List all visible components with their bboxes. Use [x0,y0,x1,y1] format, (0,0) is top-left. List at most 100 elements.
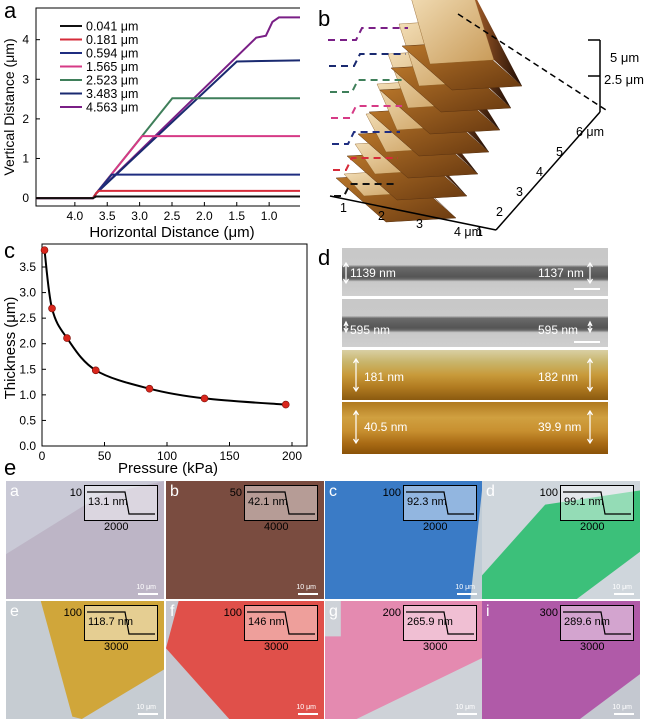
legend: 0.041 μm0.181 μm0.594 μm1.565 μm2.523 μm… [60,20,138,115]
optical-tile-f: f 146 nm 100 3000 10 μm [166,601,324,719]
y-axis-label: Vertical Distance (μm) [1,38,17,175]
inset-y-tick: 200 [382,607,401,619]
sem-image-2: 595 nm 595 nm [342,299,608,347]
step-height-value: 265.9 nm [407,616,453,628]
y-tick-label: 2 [22,112,29,126]
afm-2-right-value: 39.9 nm [538,420,582,434]
series-lines [36,16,300,200]
afm-layer-slope [475,0,522,86]
height-profile-chart: 4.0 3.5 3.0 2.5 2.0 1.5 1.0 0 1 2 3 4 0.041 μm0.18… [1,7,300,241]
profile-step [247,491,315,515]
series-line [36,97,300,200]
inset-x-tick: 2000 [104,521,129,533]
step-marker [329,53,406,67]
legend-label: 2.523 μm [86,74,138,88]
optical-tile-g: g 265.9 nm 200 3000 10 μm [325,601,483,719]
data-point [281,400,290,409]
profile-step [406,611,474,635]
scale-bar [574,288,600,290]
optical-tile-c: c 92.3 nm 100 2000 10 μm [325,481,483,599]
tile-letter: g [329,603,338,620]
y-tick-label: 4 [22,33,29,47]
afm-2-left-value: 40.5 nm [364,420,408,434]
inset-x-tick: 4000 [264,521,289,533]
inset-x-tick: 3000 [104,641,129,653]
data-point [48,304,56,313]
sem-image-1: 1139 nm 1137 nm [342,248,608,296]
y-tick-label: 1 [476,225,483,239]
x-axis-label: Horizontal Distance (μm) [89,224,254,241]
y-tick-label: 0.5 [19,413,36,427]
height-profile-inset: 92.3 nm [403,485,477,521]
profile-step [87,611,155,635]
afm-1-left-value: 181 nm [364,370,405,384]
y-tick-label: 1 [22,151,29,165]
scale-bar [574,341,600,343]
tile-letter: f [170,603,175,620]
y-tick-label: 5 [556,145,563,159]
x-tick-label: 2.5 [164,209,181,223]
scale-label: 10 μm [455,584,475,591]
step-height-value: 146 nm [248,616,285,628]
scale-bar [614,713,634,715]
scale-bar [614,593,634,595]
height-profile-inset: 13.1 nm [84,485,158,521]
inset-y-tick: 100 [223,607,242,619]
y-axis-ticks: 0.0 0.5 1.0 1.5 2.0 2.5 3.0 3.5 [19,260,46,453]
inset-y-tick: 10 [69,487,82,499]
panel-a-label: a [4,0,17,23]
legend-label: 3.483 μm [86,87,138,101]
panel-c-label: c [4,238,15,263]
data-point [91,366,100,375]
step-marker [334,183,396,197]
step-marker [328,27,408,41]
x-tick-label: 2.0 [196,209,213,223]
data-points [40,246,290,409]
height-profile-inset: 146 nm [244,605,318,641]
inset-x-tick: 3000 [264,641,289,653]
scale-label: 10 μm [455,704,475,711]
x-tick-label: 4 μm [454,225,482,239]
y-tick-label: 1.0 [19,388,36,402]
flake [325,481,483,599]
inset-y-tick: 100 [382,487,401,499]
height-profile-inset: 99.1 nm [560,485,634,521]
optical-tile-e: e 118.7 nm 100 3000 10 μm [6,601,164,719]
scale-bar [138,713,158,715]
x-tick-label: 100 [157,449,177,463]
legend-label: 0.594 μm [86,47,138,61]
scale-label: 10 μm [612,704,632,711]
measure-arrows [342,261,594,445]
afm-image-2: 40.5 nm 39.9 nm [342,402,608,454]
optical-tile-a: a 13.1 nm 10 2000 10 μm [6,481,164,599]
height-profile-inset: 265.9 nm [403,605,477,641]
panel-d-label: d [318,245,331,270]
scale-label: 10 μm [136,704,156,711]
scale-bar [457,593,477,595]
tile-letter: d [486,483,495,500]
inset-x-tick: 3000 [580,641,605,653]
x-tick-label: 0 [39,449,46,463]
step-marker [332,131,400,145]
step-marker [333,157,398,171]
inset-y-tick: 50 [229,487,242,499]
panel-b-label: b [318,6,331,31]
tile-letter: b [170,483,179,500]
height-profile-inset: 118.7 nm [84,605,158,641]
x-tick-label: 150 [219,449,239,463]
x-tick-label: 3.0 [131,209,148,223]
y-tick-label: 2.0 [19,337,36,351]
tile-letter: i [486,603,490,620]
series-line [36,173,300,200]
profile-step [87,491,155,515]
x-tick-label: 3 [416,217,423,231]
tile-letter: e [10,603,19,620]
y-tick-label: 3 [22,72,29,86]
height-profile-inset: 42.1 nm [244,485,318,521]
step-height-value: 118.7 nm [88,616,134,628]
y-tick-label: 3 [516,185,523,199]
optical-tile-i: i 289.6 nm 300 3000 10 μm [482,601,640,719]
panel-e-label: e [4,455,17,480]
plot-frame [41,243,308,447]
